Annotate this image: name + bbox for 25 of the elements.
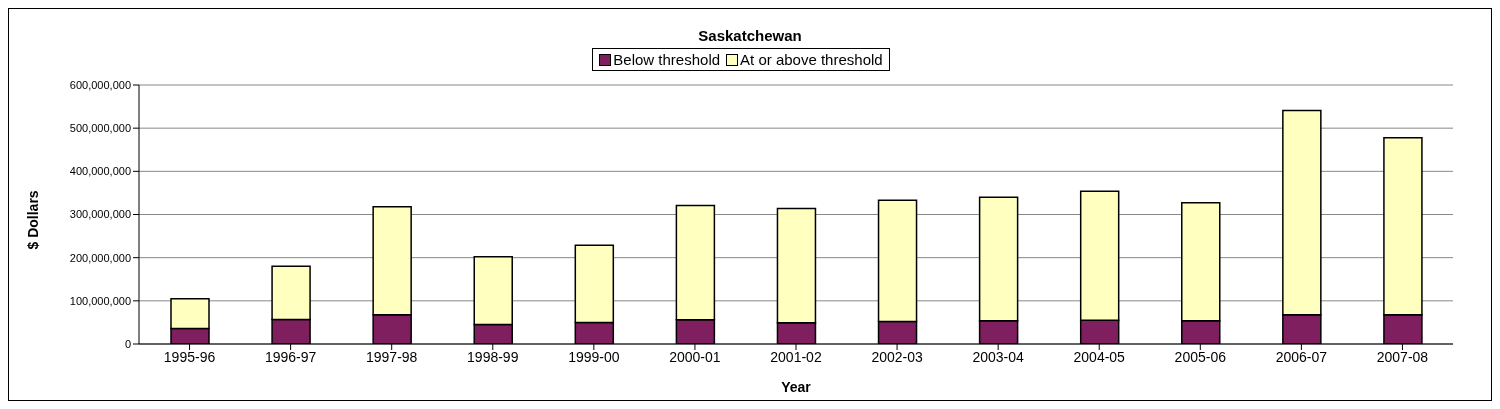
x-axis-title: Year bbox=[781, 379, 812, 395]
x-tick-label: 1997-98 bbox=[366, 348, 418, 365]
x-tick-label: 2007-08 bbox=[1376, 348, 1429, 365]
legend-label: Below threshold bbox=[612, 51, 721, 68]
y-tick-label: 0 bbox=[124, 337, 131, 350]
y-tick-label: 200,000,000 bbox=[69, 251, 131, 264]
x-tick-label: 2006-07 bbox=[1275, 348, 1328, 365]
x-tick-label: 2001-02 bbox=[770, 348, 822, 365]
x-tick-label: 2002-03 bbox=[871, 348, 923, 365]
x-tick-label: 2000-01 bbox=[669, 348, 721, 365]
y-tick-label: 500,000,000 bbox=[69, 122, 131, 135]
x-tick-label: 1995-96 bbox=[163, 348, 216, 365]
x-tick-label: 2005-06 bbox=[1174, 348, 1227, 365]
x-tick-label: 1999-00 bbox=[568, 348, 620, 365]
chart-title: Saskatchewan bbox=[697, 27, 803, 44]
x-tick-label: 1996-97 bbox=[264, 348, 317, 365]
x-tick-label: 1998-99 bbox=[467, 348, 519, 365]
y-tick-label: 600,000,000 bbox=[69, 78, 131, 91]
y-tick-label: 400,000,000 bbox=[69, 165, 131, 178]
y-tick-label: 300,000,000 bbox=[69, 208, 131, 221]
legend-label: At or above threshold bbox=[739, 51, 883, 68]
x-tick-label: 2004-05 bbox=[1073, 348, 1126, 365]
x-tick-label: 2003-04 bbox=[972, 348, 1025, 365]
y-tick-label: 100,000,000 bbox=[69, 294, 131, 307]
y-axis-title: $ Dollars bbox=[24, 190, 41, 250]
